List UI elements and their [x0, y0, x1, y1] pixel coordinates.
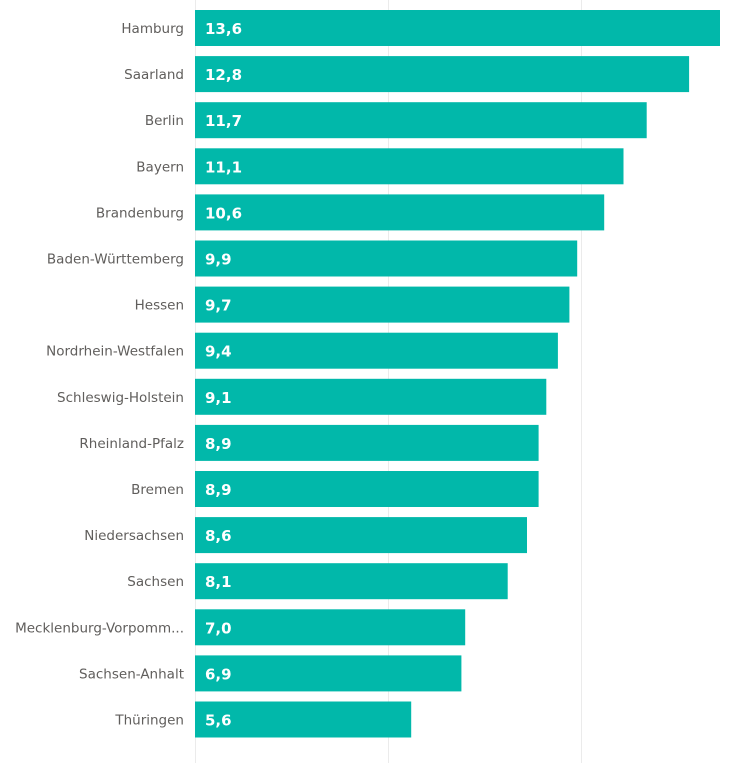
bar[interactable] — [195, 424, 539, 461]
data-label: 5,6 — [205, 712, 232, 730]
data-label: 8,9 — [205, 481, 232, 499]
bar[interactable] — [195, 332, 558, 369]
data-label: 9,9 — [205, 251, 232, 269]
category-label: Nordrhein-Westfalen — [46, 344, 184, 360]
data-label: 12,8 — [205, 66, 242, 84]
data-label: 9,7 — [205, 297, 232, 315]
bar[interactable] — [195, 286, 570, 323]
bar[interactable] — [195, 517, 527, 554]
data-label: 9,4 — [205, 343, 232, 361]
category-label: Brandenburg — [96, 205, 184, 221]
bar[interactable] — [195, 194, 605, 231]
data-label: 13,6 — [205, 20, 242, 38]
data-label: 11,1 — [205, 158, 242, 176]
data-label: 11,7 — [205, 112, 242, 130]
bar[interactable] — [195, 378, 547, 415]
data-label: 8,9 — [205, 435, 232, 453]
data-label: 9,1 — [205, 389, 232, 407]
data-label: 10,6 — [205, 204, 242, 222]
category-label: Sachsen-Anhalt — [79, 666, 184, 682]
category-label: Niedersachsen — [84, 528, 184, 544]
category-label: Hessen — [135, 298, 184, 314]
category-label: Thüringen — [114, 713, 184, 729]
bar[interactable] — [195, 10, 720, 46]
category-label: Berlin — [145, 113, 184, 129]
bar[interactable] — [195, 609, 466, 646]
data-label: 8,1 — [205, 573, 232, 591]
bar[interactable] — [195, 102, 647, 139]
data-label: 6,9 — [205, 665, 232, 683]
category-label: Hamburg — [121, 21, 184, 37]
category-label: Bremen — [131, 482, 184, 498]
category-label: Schleswig-Holstein — [57, 390, 184, 406]
category-label: Rheinland-Pfalz — [79, 436, 184, 452]
category-label: Mecklenburg-Vorpomm... — [15, 620, 184, 636]
bar[interactable] — [195, 701, 412, 738]
data-label: 7,0 — [205, 619, 232, 637]
bars — [195, 10, 720, 738]
bar[interactable] — [195, 563, 508, 600]
category-label: Baden-Württemberg — [47, 252, 184, 268]
category-labels: Hamburg Saarland Berlin Bayern Brandenburg Ba… — [15, 21, 184, 729]
category-label: Saarland — [124, 67, 184, 83]
bar[interactable] — [195, 56, 690, 93]
category-label: Bayern — [136, 159, 184, 175]
bar[interactable] — [195, 240, 578, 277]
bar[interactable] — [195, 655, 462, 692]
data-labels: 13,6 12,8 11,7 11,1 10,6 9,9 9,7 9,4 9,1 8,9 8,9 8,… — [205, 20, 242, 730]
category-label: Sachsen — [127, 574, 184, 590]
bar[interactable] — [195, 148, 624, 185]
data-label: 8,6 — [205, 527, 232, 545]
bar[interactable] — [195, 471, 539, 507]
